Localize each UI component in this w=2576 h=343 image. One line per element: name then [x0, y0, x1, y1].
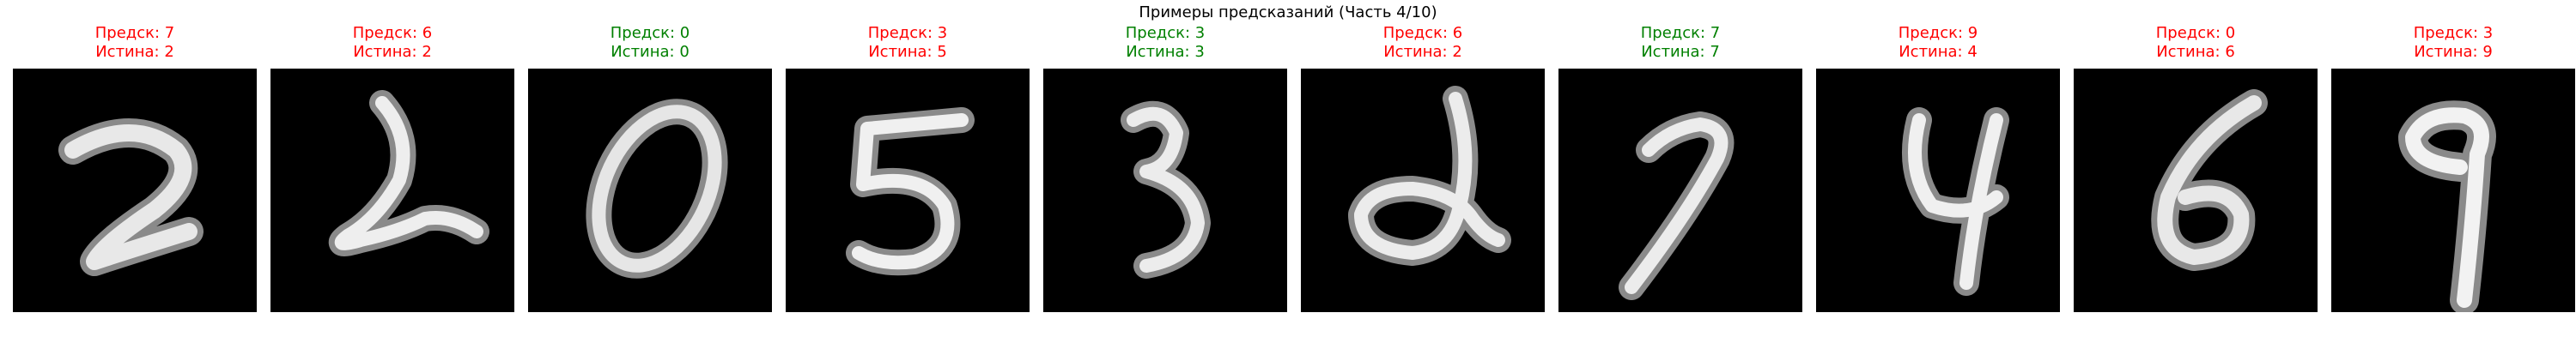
prediction-label: Предск: 3	[2413, 24, 2494, 42]
prediction-label: Предск: 6	[352, 24, 433, 42]
figure-title: Примеры предсказаний (Часть 4/10)	[1139, 3, 1437, 21]
sample-panel-6: Предск: 6 Истина: 2	[1301, 24, 1545, 312]
digit-image	[13, 69, 257, 312]
sample-panel-1: Предск: 7 Истина: 2	[13, 24, 257, 312]
prediction-label: Предск: 3	[867, 24, 948, 42]
truth-label: Истина: 7	[1641, 43, 1720, 61]
truth-label: Истина: 2	[353, 43, 432, 61]
sample-panel-10: Предск: 3 Истина: 9	[2331, 24, 2575, 312]
truth-label: Истина: 6	[2156, 43, 2235, 61]
prediction-label: Предск: 6	[1382, 24, 1463, 42]
truth-label: Истина: 2	[95, 43, 174, 61]
digit-image	[1043, 69, 1287, 312]
digit-image	[786, 69, 1030, 312]
truth-label: Истина: 9	[2414, 43, 2493, 61]
sample-panel-3: Предск: 0 Истина: 0	[528, 24, 772, 312]
sample-panel-8: Предск: 9 Истина: 4	[1816, 24, 2060, 312]
prediction-label: Предск: 0	[2155, 24, 2236, 42]
sample-panel-9: Предск: 0 Истина: 6	[2074, 24, 2318, 312]
truth-label: Истина: 0	[611, 43, 690, 61]
prediction-label: Предск: 7	[1640, 24, 1721, 42]
digit-image	[1558, 69, 1802, 312]
sample-panel-4: Предск: 3 Истина: 5	[786, 24, 1030, 312]
truth-label: Истина: 5	[868, 43, 947, 61]
sample-panel-2: Предск: 6 Истина: 2	[270, 24, 514, 312]
prediction-label: Предск: 0	[610, 24, 690, 42]
digit-image	[528, 69, 772, 312]
prediction-label: Предск: 7	[94, 24, 175, 42]
digit-image	[270, 69, 514, 312]
digit-image	[1301, 69, 1545, 312]
digit-image	[1816, 69, 2060, 312]
truth-label: Истина: 4	[1899, 43, 1978, 61]
digit-image	[2074, 69, 2318, 312]
sample-panel-7: Предск: 7 Истина: 7	[1558, 24, 1802, 312]
digit-image	[2331, 69, 2575, 312]
truth-label: Истина: 2	[1383, 43, 1462, 61]
sample-panel-5: Предск: 3 Истина: 3	[1043, 24, 1287, 312]
prediction-label: Предск: 3	[1125, 24, 1206, 42]
prediction-label: Предск: 9	[1898, 24, 1978, 42]
truth-label: Истина: 3	[1126, 43, 1205, 61]
